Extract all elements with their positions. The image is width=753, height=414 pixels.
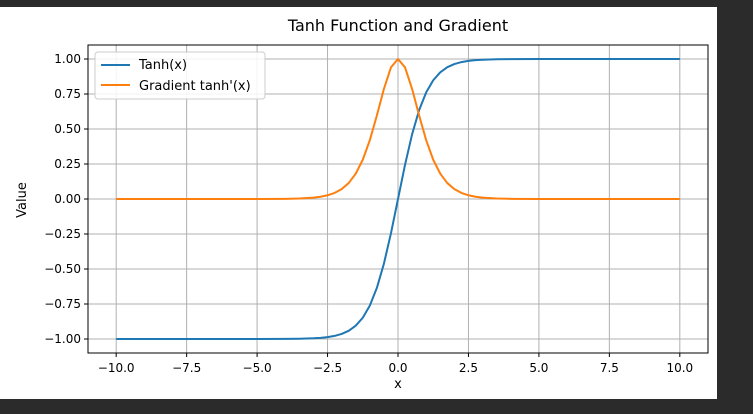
y-tick-label-5: −0.25: [44, 227, 81, 241]
y-tick-label-7: −0.75: [44, 297, 81, 311]
y-tick-label-6: −0.50: [44, 262, 81, 276]
series-line-1: [116, 58, 680, 200]
legend-label-tanh: Tanh(x): [138, 58, 187, 73]
series-layer: [116, 58, 680, 340]
x-tick-label-8: 10.0: [666, 361, 693, 375]
x-axis-label: x: [394, 377, 402, 392]
y-tick-label-3: 0.25: [54, 157, 81, 171]
x-tick-label-5: 2.5: [459, 361, 478, 375]
chart-figure: Tanh Function and Gradient −10.0 −7.5 −5.0…: [0, 7, 717, 399]
x-tick-label-4: 0.0: [388, 361, 407, 375]
x-tick-label-3: −2.5: [313, 361, 342, 375]
x-tick-label-6: 5.0: [529, 361, 548, 375]
legend: Tanh(x) Gradient tanh'(x): [94, 51, 266, 100]
x-axis-ticks: −10.0 −7.5 −5.0 −2.5 0.0 2.5 5.0 7.5 10.0: [98, 353, 693, 375]
x-tick-label-1: −7.5: [172, 361, 201, 375]
legend-box: [94, 51, 266, 100]
y-axis-ticks: 1.00 0.75 0.50 0.25 0.00 −0.25 −0.50 −0.75 −1.00: [44, 52, 88, 346]
y-axis-label: Value: [15, 182, 30, 218]
tanh-chart: Tanh Function and Gradient −10.0 −7.5 −5.0…: [15, 16, 709, 392]
chart-title: Tanh Function and Gradient: [287, 16, 508, 35]
y-tick-label-1: 0.75: [54, 87, 81, 101]
y-tick-label-4: 0.00: [54, 192, 81, 206]
x-tick-label-2: −5.0: [243, 361, 272, 375]
series-line-0: [116, 58, 680, 340]
y-tick-label-8: −1.00: [44, 332, 81, 346]
y-tick-label-0: 1.00: [54, 52, 81, 66]
y-tick-label-2: 0.50: [54, 122, 81, 136]
legend-label-gradient: Gradient tanh'(x): [139, 79, 251, 94]
x-tick-label-0: −10.0: [98, 361, 135, 375]
x-tick-label-7: 7.5: [600, 361, 619, 375]
